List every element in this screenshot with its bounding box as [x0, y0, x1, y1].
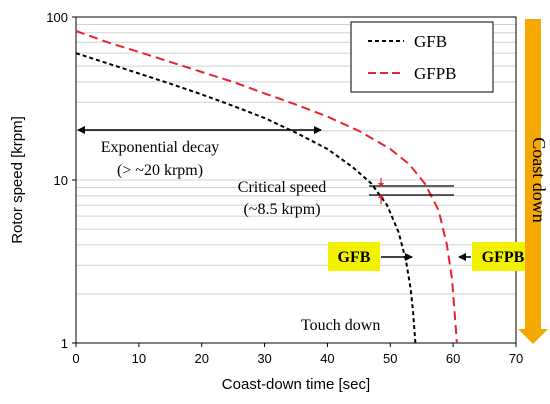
coast-down-arrow: Coast down — [518, 19, 549, 344]
y-tick-label: 10 — [54, 173, 68, 188]
legend: GFB GFPB — [350, 21, 494, 93]
gfpb-tag-box — [472, 242, 534, 271]
x-tick-label: 0 — [72, 351, 79, 366]
coast-down-label: Coast down — [529, 137, 549, 223]
y-axis-title: Rotor speed [krpm] — [9, 116, 26, 244]
x-tick-label: 20 — [194, 351, 208, 366]
critical-arrow-down-head — [378, 183, 384, 187]
x-tick-label: 10 — [132, 351, 146, 366]
y-tick-label: 1 — [61, 336, 68, 351]
x-axis-title: Coast-down time [sec] — [222, 376, 370, 393]
critical-speed-label: Critical speed — [238, 179, 326, 196]
coast-down-arrow-head — [518, 329, 548, 344]
legend-box — [350, 21, 494, 93]
exponential-decay-label: Exponential decay — [101, 139, 220, 156]
x-tick-label: 70 — [509, 351, 523, 366]
legend-gfb-label: GFB — [414, 32, 447, 51]
gfb-tag-box — [328, 242, 380, 271]
series-group — [75, 30, 458, 344]
axis-ticks: 0 10 20 30 40 50 60 70 1 10 100 — [46, 10, 523, 366]
critical-speed-annotation: Critical speed (~8.5 krpm) — [238, 178, 454, 218]
exponential-decay-annotation: Exponential decay (> ~20 krpm) — [77, 126, 322, 179]
x-tick-label: 30 — [257, 351, 271, 366]
x-tick-label: 50 — [383, 351, 397, 366]
critical-arrow-up-head — [378, 194, 384, 198]
gfpb-tag: GFPB — [458, 242, 534, 271]
gfpb-tag-label: GFPB — [482, 249, 525, 266]
series-line-gfpb — [75, 30, 458, 344]
y-tick-label: 100 — [46, 10, 68, 25]
gfb-tag: GFB — [328, 242, 413, 271]
legend-gfpb-label: GFPB — [414, 64, 457, 83]
gfb-tag-label: GFB — [338, 249, 371, 266]
touch-down-label: Touch down — [301, 317, 380, 334]
exponential-decay-sublabel: (> ~20 krpm) — [117, 162, 203, 179]
coast-down-arrow-shaft — [525, 19, 541, 331]
x-tick-label: 60 — [446, 351, 460, 366]
series-line-gfb — [75, 52, 417, 344]
critical-speed-sublabel: (~8.5 krpm) — [243, 201, 320, 218]
x-tick-label: 40 — [320, 351, 334, 366]
